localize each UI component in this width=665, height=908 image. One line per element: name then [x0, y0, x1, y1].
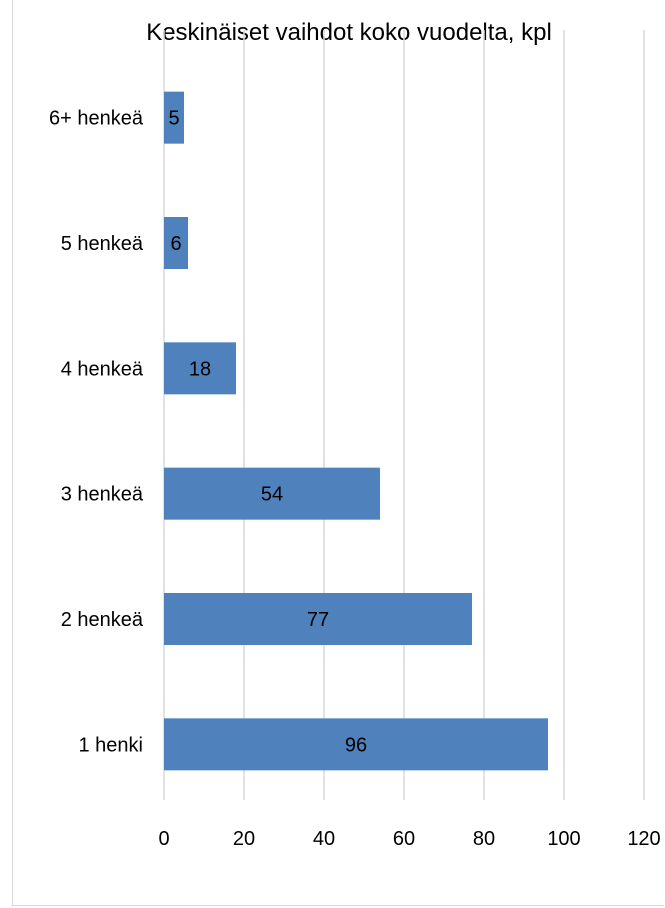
x-tick-label: 0 [158, 828, 169, 850]
x-tick-label: 40 [313, 828, 335, 850]
bar [164, 342, 236, 395]
category-label: 1 henki [79, 734, 144, 756]
data-label: 18 [189, 358, 211, 380]
bar [164, 217, 188, 269]
data-label: 54 [261, 484, 283, 506]
x-tick-label: 80 [473, 828, 495, 850]
x-tick-label: 60 [393, 828, 415, 850]
x-axis-tick-labels: 0 20 40 60 80 100 120 [158, 828, 660, 850]
chart-title: Keskinäiset vaihdot koko vuodelta, kpl [146, 19, 552, 46]
bar [164, 91, 184, 144]
category-label: 4 henkeä [61, 358, 144, 380]
gridlines [163, 30, 645, 800]
category-label: 3 henkeä [61, 484, 144, 506]
x-tick-label: 100 [547, 828, 580, 850]
x-tick-label: 20 [233, 828, 255, 850]
bar [164, 593, 472, 645]
data-label: 77 [307, 609, 329, 631]
data-label: 5 [168, 108, 179, 130]
category-labels: 1 henki 2 henkeä 3 henkeä 4 henkeä 5 henkeä 6… [49, 108, 144, 757]
data-label: 6 [170, 233, 181, 255]
x-tick-label: 120 [627, 828, 660, 850]
bars [164, 91, 548, 771]
category-label: 6+ henkeä [49, 108, 144, 130]
data-labels: 96 77 54 18 6 5 [168, 108, 367, 757]
data-label: 96 [345, 734, 367, 756]
category-label: 5 henkeä [61, 233, 144, 255]
bar [164, 467, 380, 520]
category-label: 2 henkeä [61, 609, 144, 631]
bar [164, 718, 548, 771]
